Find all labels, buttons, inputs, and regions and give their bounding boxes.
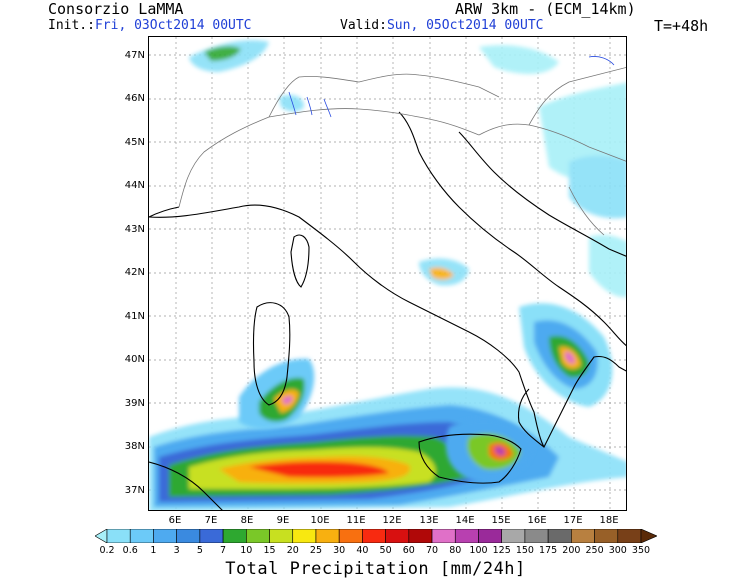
colorbar-swatch — [338, 529, 363, 543]
colorbar-swatch — [408, 529, 433, 543]
lat-label: 40N — [124, 354, 145, 365]
colorbar-swatch — [199, 529, 224, 543]
lakes — [288, 56, 615, 118]
colorbar-tick-label: 7 — [220, 545, 227, 556]
precip-adriatic — [419, 82, 626, 298]
colorbar-swatch — [385, 529, 410, 543]
lon-label: 10E — [310, 515, 330, 526]
colorbar-tick-label: 10 — [240, 545, 253, 556]
valid-value: Sun, 05Oct2014 00UTC — [386, 18, 544, 33]
lat-label: 43N — [124, 224, 145, 235]
colorbar-swatch — [501, 529, 526, 543]
lat-label: 44N — [124, 180, 145, 191]
colorbar-swatch — [153, 529, 177, 543]
colorbar-tick-label: 20 — [286, 545, 299, 556]
colorbar-tick-label: 40 — [356, 545, 369, 556]
colorbar-tick-label: 0.6 — [122, 545, 138, 556]
precip-sardinia — [239, 358, 315, 429]
borders — [178, 67, 626, 236]
map-svg — [149, 37, 626, 510]
lon-label: 11E — [346, 515, 366, 526]
colorbar-title: Total Precipitation [mm/24h] — [225, 559, 526, 579]
coastlines — [149, 111, 626, 510]
lon-label: 13E — [419, 515, 439, 526]
lon-label: 14E — [455, 515, 475, 526]
init-time: Init.:Fri, 03Oct2014 00UTC — [48, 19, 252, 32]
colorbar-swatch — [617, 529, 642, 543]
lat-label: 37N — [124, 485, 145, 496]
colorbar-tick-label: 350 — [631, 545, 651, 556]
init-value: Fri, 03Oct2014 00UTC — [94, 18, 252, 33]
colorbar-tick-label: 150 — [515, 545, 534, 556]
precip-south-band — [149, 387, 626, 510]
colorbar-swatch — [246, 529, 270, 543]
colorbar-tick-label: 0.2 — [99, 545, 115, 556]
colorbar-swatch — [571, 529, 595, 543]
colorbar-tick-label: 25 — [309, 545, 322, 556]
forecast-step: T=+48h — [654, 17, 709, 35]
valid-time: Valid:Sun, 05Oct2014 00UTC — [340, 19, 544, 32]
model-title: ARW 3km - (ECM_14km) — [455, 0, 636, 18]
colorbar-tick-label: 5 — [196, 545, 203, 556]
valid-label: Valid: — [340, 18, 387, 33]
lon-label: 9E — [276, 515, 290, 526]
colorbar-tick-label: 1 — [150, 545, 157, 556]
lon-label: 12E — [382, 515, 402, 526]
colorbar-cap-low — [95, 529, 108, 543]
colorbar-swatch — [454, 529, 479, 543]
lon-label: 18E — [599, 515, 619, 526]
colorbar — [95, 529, 657, 543]
organization-title: Consorzio LaMMA — [48, 0, 184, 18]
lat-label: 46N — [124, 93, 145, 104]
init-label: Init.: — [48, 18, 95, 33]
colorbar-swatch — [315, 529, 340, 543]
colorbar-tick-label: 3 — [173, 545, 180, 556]
colorbar-swatch — [594, 529, 619, 543]
lon-label: 16E — [527, 515, 547, 526]
colorbar-tick-label: 60 — [402, 545, 415, 556]
colorbar-tick-label: 250 — [585, 545, 604, 556]
colorbar-tick-label: 300 — [608, 545, 627, 556]
colorbar-swatch — [547, 529, 572, 543]
colorbar-swatch — [222, 529, 247, 543]
colorbar-swatch — [524, 529, 549, 543]
colorbar-swatch — [269, 529, 294, 543]
colorbar-cap-high — [640, 529, 657, 543]
lat-label: 42N — [124, 267, 145, 278]
colorbar-tick-label: 100 — [469, 545, 488, 556]
lon-label: 15E — [491, 515, 511, 526]
lon-label: 8E — [240, 515, 254, 526]
colorbar-swatch — [176, 529, 201, 543]
lon-label: 17E — [563, 515, 583, 526]
colorbar-swatch — [478, 529, 502, 543]
colorbar-tick-label: 125 — [492, 545, 511, 556]
precip-alps — [189, 40, 559, 112]
precipitation-map — [148, 36, 627, 511]
colorbar-swatch — [362, 529, 386, 543]
colorbar-tick-label: 30 — [333, 545, 346, 556]
colorbar-swatch — [106, 529, 131, 543]
colorbar-tick-label: 50 — [379, 545, 392, 556]
lat-label: 41N — [124, 311, 145, 322]
colorbar-tick-label: 80 — [449, 545, 462, 556]
colorbar-tick-label: 70 — [425, 545, 439, 556]
colorbar-swatch — [292, 529, 317, 543]
colorbar-swatch — [431, 529, 456, 543]
lat-label: 39N — [124, 398, 145, 409]
precip-puglia — [519, 303, 613, 407]
lon-label: 6E — [168, 515, 182, 526]
colorbar-tick-label: 15 — [263, 545, 276, 556]
lon-label: 7E — [204, 515, 218, 526]
lat-label: 47N — [124, 50, 145, 61]
lat-label: 38N — [124, 441, 145, 452]
lat-label: 45N — [124, 137, 145, 148]
colorbar-tick-label: 175 — [539, 545, 558, 556]
colorbar-tick-label: 200 — [562, 545, 581, 556]
colorbar-swatch — [129, 529, 154, 543]
